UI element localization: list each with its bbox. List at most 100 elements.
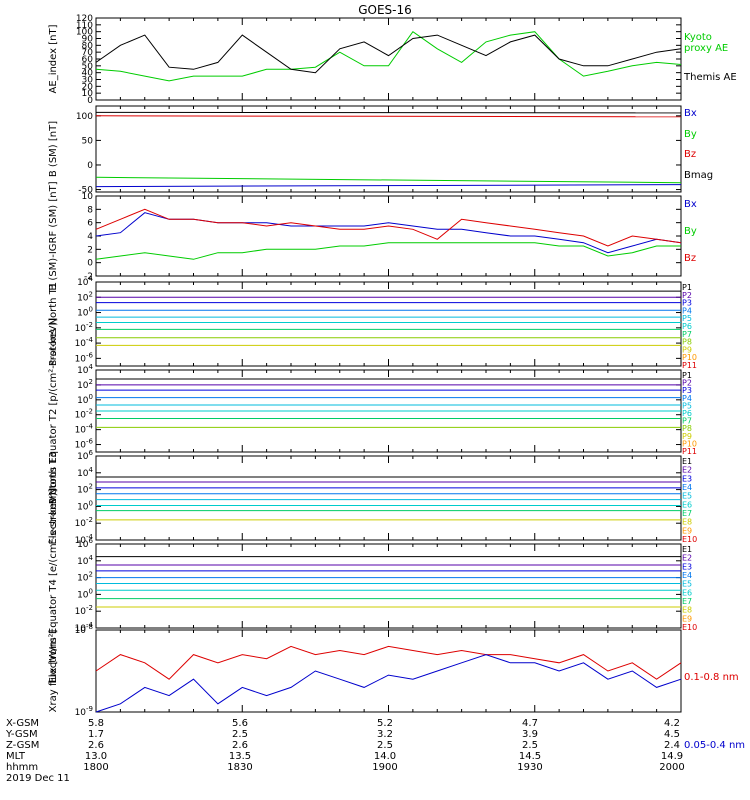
series-line (95, 212, 682, 254)
y-tick-label: 100 (77, 587, 93, 600)
legend-label: E9 (682, 614, 692, 623)
panel-frame (95, 455, 682, 541)
y-tick-label: 10-2 (75, 321, 93, 334)
panel-7: 106 104 102 100 10-2 10-4 Electrons Equator T4… (48, 488, 697, 683)
panel-5: 104 102 100 10-2 10-4 10-6 Protons Equator T2 … (48, 318, 697, 505)
series-line (95, 111, 682, 114)
panel-frame (95, 105, 682, 193)
legend-label: P10 (682, 439, 697, 448)
legend-label: E2 (682, 466, 692, 475)
legend-label: P11 (682, 447, 697, 456)
ephemeris-value: 1800 (83, 762, 108, 773)
y-tick-label: 100 (76, 112, 93, 122)
y-tick-label: 10-4 (75, 423, 94, 436)
chart-title: GOES-16 (358, 3, 412, 17)
ephemeris-date: 2019 Dec 11 (6, 773, 70, 784)
y-tick-label: -50 (78, 186, 93, 196)
ephemeris-value: 13.0 (85, 751, 107, 762)
y-tick-label: 104 (77, 363, 93, 376)
ephemeris-row-label: MLT (6, 751, 26, 762)
series-line (95, 34, 682, 74)
y-tick-label: 0 (87, 259, 93, 269)
legend-label: P10 (682, 353, 697, 362)
y-tick-label: 0 (87, 161, 93, 171)
legend-label: 0.1-0.8 nm (684, 672, 739, 683)
y-tick-label: 8 (87, 205, 93, 215)
ephemeris-value: 2.5 (522, 740, 538, 751)
legend-label: P4 (682, 394, 692, 403)
ephemeris-value: 4.5 (664, 729, 680, 740)
legend-label: E8 (682, 606, 692, 615)
series-line (95, 242, 681, 260)
y-tick-label: 30 (82, 76, 94, 86)
ephemeris-row-label: X-GSM (6, 718, 39, 729)
legend-label: E1 (682, 457, 692, 466)
legend-label: P5 (682, 401, 692, 410)
legend-label: P8 (682, 424, 692, 433)
y-tick-label: 10-2 (75, 516, 93, 529)
series-line (95, 176, 682, 184)
y-tick-label: 90 (82, 35, 94, 45)
y-tick-label: 120 (76, 14, 93, 24)
ephemeris-value: 1930 (517, 762, 542, 773)
y-tick-label: 10-6 (75, 351, 94, 364)
legend-label: E6 (682, 500, 692, 509)
y-tick-label: 104 (77, 275, 93, 288)
legend-label: P3 (682, 386, 692, 395)
y-tick-label: 102 (77, 571, 93, 584)
y-tick-label: 102 (77, 483, 93, 496)
y-tick-label: 106 (77, 449, 93, 462)
legend-label: E4 (682, 483, 692, 492)
legend-label: P1 (682, 371, 692, 380)
y-tick-label: 106 (77, 537, 93, 550)
legend-label: 0.05-0.4 nm (684, 740, 745, 751)
y-tick-label: 40 (82, 69, 94, 79)
legend-label: P11 (682, 361, 697, 370)
y-tick-label: 104 (77, 554, 93, 567)
y-tick-label: 10 (82, 192, 94, 202)
y-tick-label: 102 (77, 290, 93, 303)
legend-label: P2 (682, 379, 692, 388)
y-tick-label: 60 (82, 55, 94, 65)
ephemeris-value: 2000 (659, 762, 684, 773)
y-axis-label: Electrons Equator T4 [e/(cm²-s-sr-keV)] (48, 488, 59, 683)
legend-label: By (684, 226, 697, 237)
legend-label: P8 (682, 338, 692, 347)
ephemeris-value: 2.5 (232, 729, 248, 740)
ephemeris-value: 2.6 (232, 740, 248, 751)
series-line (95, 645, 682, 680)
legend-label: E1 (682, 545, 692, 554)
panel-8: 10-8 10-9 Xray flux [W/m²] 0.1-0.8 nm 0.05-0… (48, 623, 745, 751)
legend-label: Bx (684, 108, 697, 119)
y-tick-label: 10-2 (75, 408, 93, 421)
y-axis-label: B (SM)-IGRF (SM) [nT] (48, 181, 59, 290)
y-tick-label: 110 (76, 21, 93, 31)
legend-label: E10 (682, 623, 697, 632)
legend-label: Bz (684, 253, 696, 264)
panel-6: 106 104 102 100 10-2 10-4 Electrons North T3 E1… (48, 449, 697, 546)
ephemeris-value: 2.5 (377, 740, 393, 751)
ephemeris-value: 13.5 (229, 751, 251, 762)
legend-label: P6 (682, 409, 692, 418)
y-axis-label: Electrons North T3 (48, 451, 59, 544)
legend-label: P4 (682, 306, 692, 315)
ephemeris-value: 1830 (227, 762, 252, 773)
ephemeris-value: 5.2 (377, 718, 393, 729)
ephemeris-value: 1.7 (88, 729, 104, 740)
y-tick-label: 10-9 (75, 705, 93, 718)
y-tick-label: 104 (77, 466, 93, 479)
y-tick-label: 10-4 (75, 336, 94, 349)
legend-label: E10 (682, 535, 697, 544)
y-tick-label: 20 (82, 82, 94, 92)
y-tick-label: 70 (82, 48, 94, 58)
panel-frame (95, 281, 682, 367)
y-tick-label: 10-4 (75, 533, 94, 546)
legend-label: P5 (682, 314, 692, 323)
legend-label: P9 (682, 345, 692, 354)
y-tick-label: 2 (87, 245, 93, 255)
legend-label: E4 (682, 571, 692, 580)
y-tick-label: 50 (82, 62, 94, 72)
legend-label: Themis AE (683, 72, 737, 83)
y-tick-label: 10 (82, 89, 94, 99)
